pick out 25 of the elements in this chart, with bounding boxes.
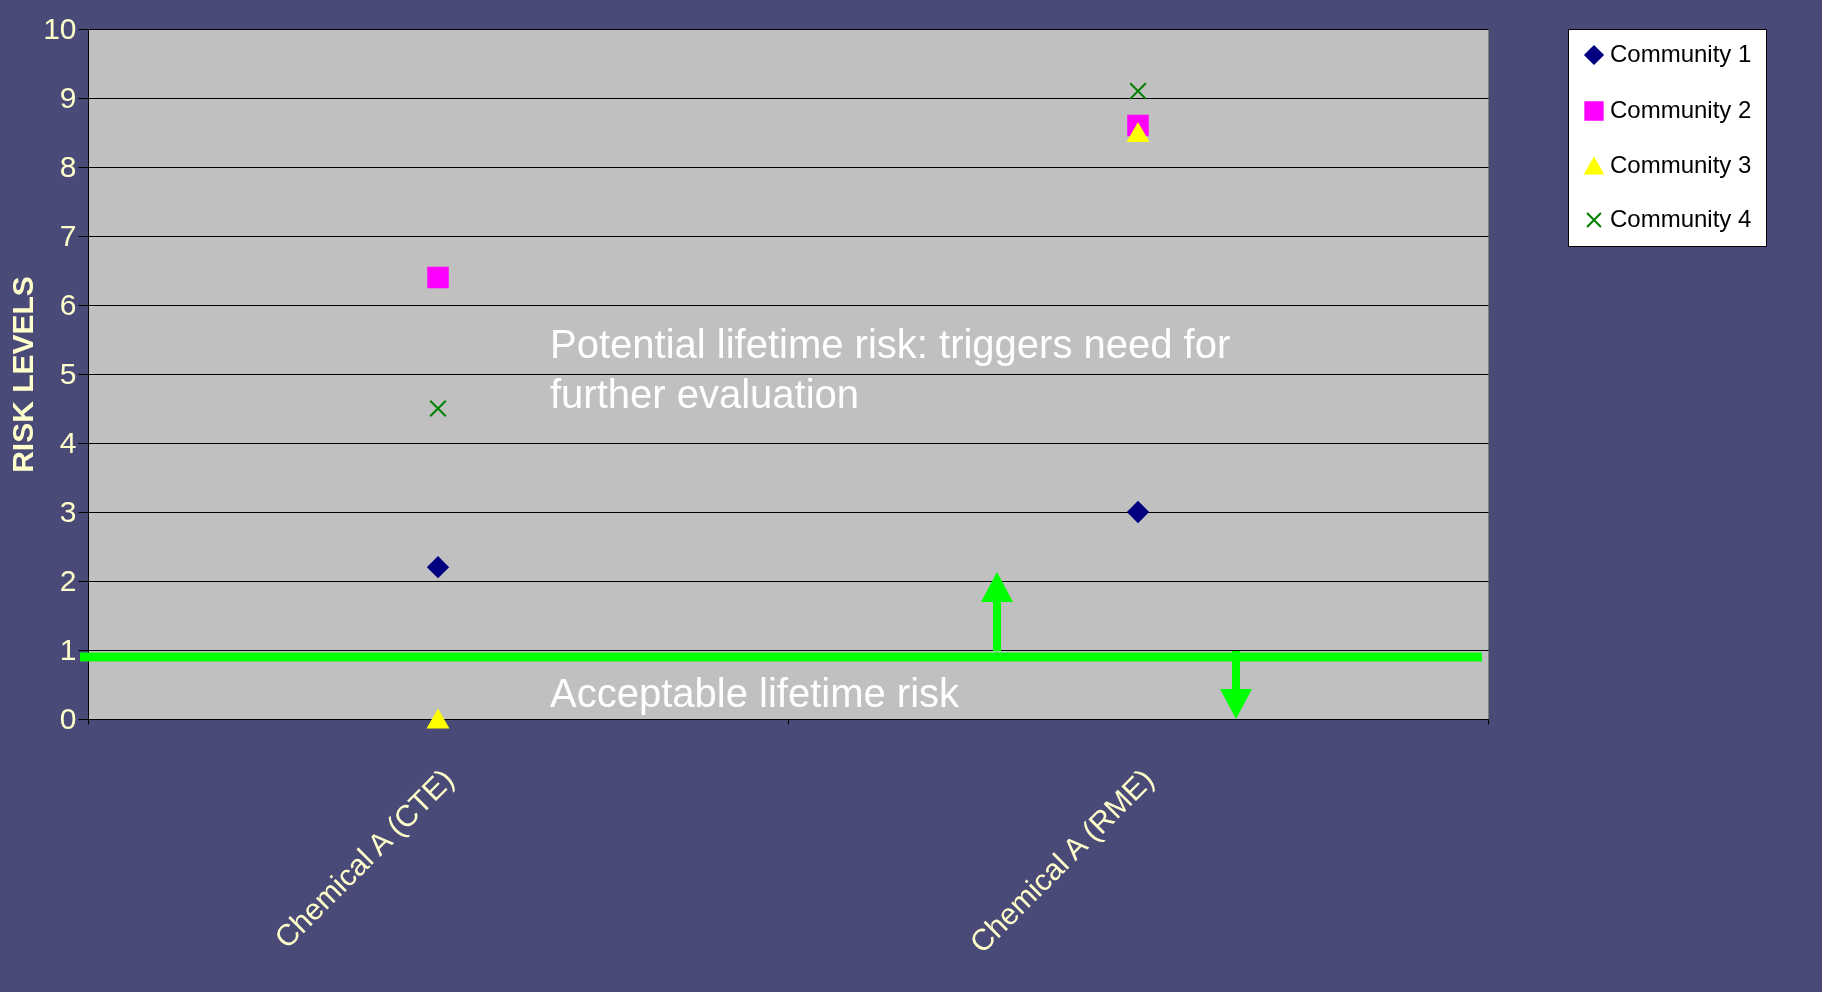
- annotation: Potential lifetime risk: triggers need for further evaluation: [550, 322, 1231, 417]
- y-tick-label: 6: [59, 287, 77, 321]
- legend-label: Community 2: [1610, 96, 1752, 123]
- y-axis-title: RISK LEVELS: [6, 276, 40, 473]
- point: [1129, 82, 1147, 100]
- point: [427, 556, 449, 578]
- point: [1127, 123, 1149, 142]
- legend-label: Community 1: [1610, 40, 1752, 67]
- y-tick-label: 3: [59, 494, 77, 528]
- y-tick-label: 7: [59, 218, 77, 252]
- point: [429, 399, 447, 418]
- y-tick-label: 8: [59, 149, 77, 183]
- legend-label: Community 3: [1610, 151, 1752, 178]
- y-tick-label: 0: [59, 701, 77, 735]
- y-tick-label: 4: [59, 425, 77, 459]
- y-tick-label: 2: [59, 563, 77, 597]
- point: [427, 266, 449, 289]
- y-tick-label: 10: [43, 11, 77, 45]
- y-tick-label: 9: [59, 80, 77, 114]
- point: [1127, 501, 1149, 523]
- y-tick-label: 5: [59, 356, 77, 390]
- annotation: Acceptable lifetime risk: [550, 670, 961, 715]
- point: [427, 709, 449, 729]
- y-tick-label: 1: [59, 632, 77, 666]
- legend-label: Community 4: [1610, 205, 1752, 232]
